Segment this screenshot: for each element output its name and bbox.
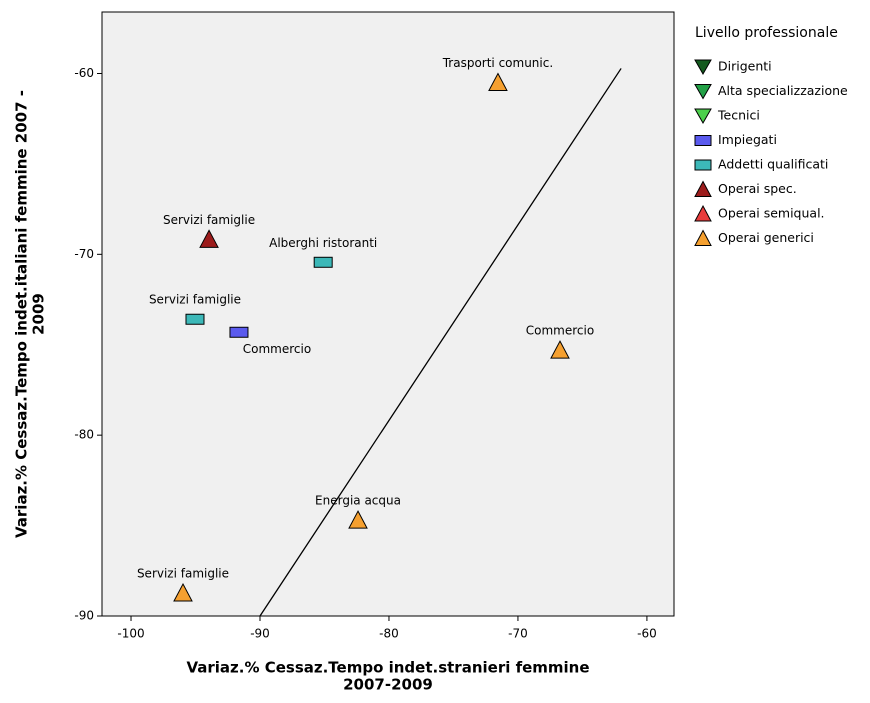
x-tick-label: -60 <box>637 627 657 641</box>
legend-marker <box>694 180 712 197</box>
legend-label: Operai semiqual. <box>718 206 825 221</box>
point <box>199 229 219 248</box>
x-tick-label: -70 <box>508 627 528 641</box>
point <box>348 510 368 529</box>
point-label: Energia acqua <box>315 494 401 508</box>
point <box>488 72 508 92</box>
point-label: Servizi famiglie <box>149 293 241 307</box>
legend-label: Alta specializzazione <box>718 83 848 98</box>
legend-label: Impiegati <box>718 132 777 147</box>
legend-marker <box>694 159 712 171</box>
legend-label: Operai generici <box>718 230 814 245</box>
point <box>229 326 249 338</box>
legend-title: Livello professionale <box>695 25 838 41</box>
legend-marker <box>694 84 712 100</box>
point <box>173 582 193 602</box>
y-tick-label: -60 <box>74 66 94 80</box>
reference-line <box>259 68 622 617</box>
y-axis-title: Variaz.% Cessaz.Tempo indet.italiani fem… <box>13 90 31 538</box>
legend-label: Tecnici <box>717 108 760 123</box>
legend-marker <box>694 59 712 76</box>
y-tick-label: -90 <box>74 609 94 623</box>
legend-marker <box>694 229 712 246</box>
point-label: Trasporti comunic. <box>442 56 553 70</box>
point <box>313 256 333 268</box>
point-label: Commercio <box>243 342 311 356</box>
x-axis-title: Variaz.% Cessaz.Tempo indet.stranieri fe… <box>186 659 589 677</box>
legend-marker <box>694 108 712 125</box>
x-tick-label: -100 <box>117 627 144 641</box>
y-axis-title: 2009 <box>30 293 48 335</box>
x-tick-label: -90 <box>250 627 270 641</box>
x-axis-title: 2007-2009 <box>343 676 433 694</box>
point-label: Alberghi ristoranti <box>269 236 377 250</box>
point-label: Servizi famiglie <box>163 213 255 227</box>
legend-marker <box>694 204 712 222</box>
point-label: Commercio <box>526 324 594 338</box>
point <box>185 313 205 325</box>
point <box>550 340 570 359</box>
legend-marker <box>694 135 712 146</box>
legend-label: Addetti qualificati <box>718 157 828 172</box>
legend-label: Dirigenti <box>718 59 772 74</box>
x-tick-label: -80 <box>379 627 399 641</box>
y-tick-label: -70 <box>74 247 94 261</box>
point-label: Servizi famiglie <box>137 567 229 581</box>
y-tick-label: -80 <box>74 428 94 442</box>
legend-label: Operai spec. <box>718 181 797 196</box>
